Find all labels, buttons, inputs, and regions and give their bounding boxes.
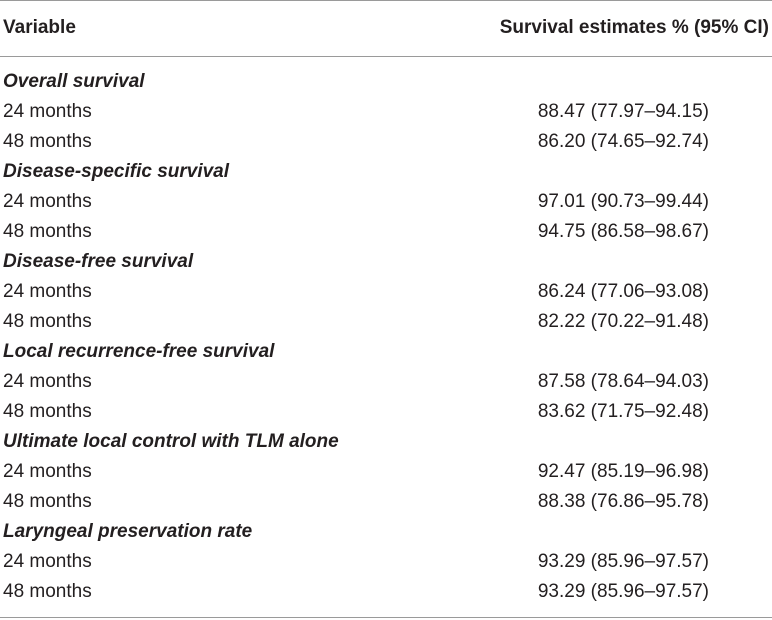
section-heading-row: Laryngeal preservation rate (0, 517, 772, 547)
section-heading-row: Disease-specific survival (0, 157, 772, 187)
row-value: 88.38 (76.86–95.78) (537, 491, 709, 512)
row-value: 87.58 (78.64–94.03) (537, 371, 709, 392)
section-title: Disease-specific survival (3, 161, 230, 182)
table-row: 24 months 88.47 (77.97–94.15) (0, 97, 772, 127)
row-value: 83.62 (71.75–92.48) (537, 401, 709, 422)
section-title: Overall survival (3, 71, 145, 92)
row-value: 88.47 (77.97–94.15) (537, 101, 709, 122)
row-label: 48 months (3, 221, 92, 242)
row-value: 86.20 (74.65–92.74) (537, 131, 709, 152)
row-value: 82.22 (70.22–91.48) (537, 311, 709, 332)
row-label: 48 months (3, 401, 92, 422)
section-heading-row: Disease-free survival (0, 247, 772, 277)
row-label: 24 months (3, 101, 92, 122)
row-label: 24 months (3, 191, 92, 212)
table-top-rule (0, 0, 772, 1)
table-header: Variable Survival estimates % (95% CI) (0, 0, 772, 56)
header-variable: Variable (3, 17, 76, 38)
section-heading-row: Local recurrence-free survival (0, 337, 772, 367)
row-label: 48 months (3, 311, 92, 332)
table-row: 24 months 86.24 (77.06–93.08) (0, 277, 772, 307)
row-value: 97.01 (90.73–99.44) (537, 191, 709, 212)
header-estimate: Survival estimates % (95% CI) (499, 17, 769, 38)
row-label: 24 months (3, 551, 92, 572)
table-body: Overall survival 24 months 88.47 (77.97–… (0, 67, 772, 607)
row-label: 48 months (3, 581, 92, 602)
table-row: 24 months 93.29 (85.96–97.57) (0, 547, 772, 577)
row-label: 24 months (3, 371, 92, 392)
table-row: 48 months 88.38 (76.86–95.78) (0, 487, 772, 517)
section-title: Local recurrence-free survival (3, 341, 275, 362)
header-bottom-rule (0, 56, 772, 57)
table-row: 48 months 93.29 (85.96–97.57) (0, 577, 772, 607)
table-row: 48 months 94.75 (86.58–98.67) (0, 217, 772, 247)
row-value: 94.75 (86.58–98.67) (537, 221, 709, 242)
row-label: 48 months (3, 131, 92, 152)
row-value: 93.29 (85.96–97.57) (537, 581, 709, 602)
table-row: 48 months 83.62 (71.75–92.48) (0, 397, 772, 427)
table-row: 48 months 86.20 (74.65–92.74) (0, 127, 772, 157)
row-label: 24 months (3, 461, 92, 482)
row-label: 48 months (3, 491, 92, 512)
table-row: 24 months 97.01 (90.73–99.44) (0, 187, 772, 217)
section-title: Laryngeal preservation rate (3, 521, 253, 542)
table-bottom-rule (0, 617, 772, 618)
table-row: 24 months 92.47 (85.19–96.98) (0, 457, 772, 487)
row-value: 92.47 (85.19–96.98) (537, 461, 709, 482)
section-title: Disease-free survival (3, 251, 194, 272)
table-row: 48 months 82.22 (70.22–91.48) (0, 307, 772, 337)
section-heading-row: Overall survival (0, 67, 772, 97)
row-value: 93.29 (85.96–97.57) (537, 551, 709, 572)
row-value: 86.24 (77.06–93.08) (537, 281, 709, 302)
section-title: Ultimate local control with TLM alone (3, 431, 339, 452)
row-label: 24 months (3, 281, 92, 302)
section-heading-row: Ultimate local control with TLM alone (0, 427, 772, 457)
table-row: 24 months 87.58 (78.64–94.03) (0, 367, 772, 397)
